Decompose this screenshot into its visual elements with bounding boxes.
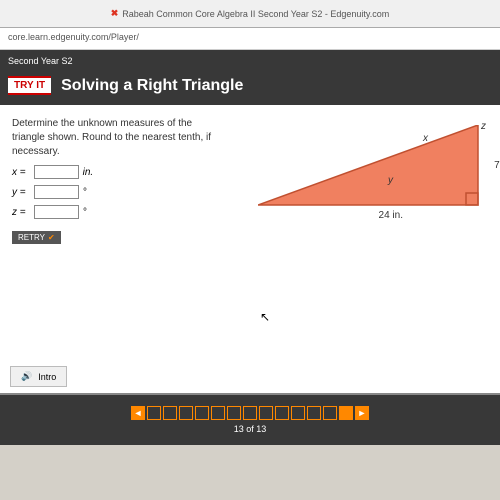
unit-z: ° <box>83 207 87 218</box>
nav-count: 13 of 13 <box>234 424 267 434</box>
var-x: x = <box>12 167 26 178</box>
input-y[interactable] <box>34 185 79 199</box>
lesson-title: Solving a Right Triangle <box>61 77 243 95</box>
cursor-icon: ↖ <box>260 310 270 324</box>
label-y: y <box>388 175 393 186</box>
url-bar[interactable]: core.learn.edgenuity.com/Player/ <box>0 28 500 50</box>
label-24in: 24 in. <box>379 210 403 221</box>
nav-bar: ◄ ► 13 of 13 <box>0 395 500 445</box>
tryit-badge: TRY IT <box>8 76 51 95</box>
nav-item-10[interactable] <box>291 406 305 420</box>
var-z: z = <box>12 207 26 218</box>
content-area: Determine the unknown measures of the tr… <box>0 105 500 395</box>
nav-item-7[interactable] <box>243 406 257 420</box>
unit-y: ° <box>83 187 87 198</box>
triangle-diagram: z x 7 in. y 24 in. <box>258 125 488 235</box>
retry-button[interactable]: RETRY ✔ <box>12 231 61 244</box>
label-z: z <box>481 121 486 132</box>
browser-tab[interactable]: ✖ Rabeah Common Core Algebra II Second Y… <box>0 0 500 28</box>
label-x: x <box>423 133 428 144</box>
nav-item-8[interactable] <box>259 406 273 420</box>
url-text: core.learn.edgenuity.com/Player/ <box>8 32 139 42</box>
intro-label: Intro <box>38 372 56 382</box>
course-label: Second Year S2 <box>0 50 500 72</box>
nav-item-4[interactable] <box>195 406 209 420</box>
label-7in: 7 in. <box>494 160 500 171</box>
nav-item-12[interactable] <box>323 406 337 420</box>
nav-squares: ◄ ► <box>131 406 369 420</box>
check-icon: ✔ <box>48 233 55 242</box>
nav-item-11[interactable] <box>307 406 321 420</box>
unit-x: in. <box>83 167 94 178</box>
nav-prev[interactable]: ◄ <box>131 406 145 420</box>
var-y: y = <box>12 187 26 198</box>
intro-button[interactable]: 🔊 Intro <box>10 366 67 387</box>
tab-title: Rabeah Common Core Algebra II Second Yea… <box>122 9 389 19</box>
nav-item-2[interactable] <box>163 406 177 420</box>
input-x[interactable] <box>34 165 79 179</box>
nav-item-6[interactable] <box>227 406 241 420</box>
nav-item-9[interactable] <box>275 406 289 420</box>
title-row: TRY IT Solving a Right Triangle <box>0 72 500 105</box>
nav-item-1[interactable] <box>147 406 161 420</box>
nav-item-3[interactable] <box>179 406 193 420</box>
edgenuity-x-icon: ✖ <box>111 8 119 19</box>
nav-item-13[interactable] <box>339 406 353 420</box>
retry-label: RETRY <box>18 233 45 242</box>
nav-item-5[interactable] <box>211 406 225 420</box>
speaker-icon: 🔊 <box>21 371 32 382</box>
input-z[interactable] <box>34 205 79 219</box>
instruction-text: Determine the unknown measures of the tr… <box>12 117 212 159</box>
nav-next[interactable]: ► <box>355 406 369 420</box>
